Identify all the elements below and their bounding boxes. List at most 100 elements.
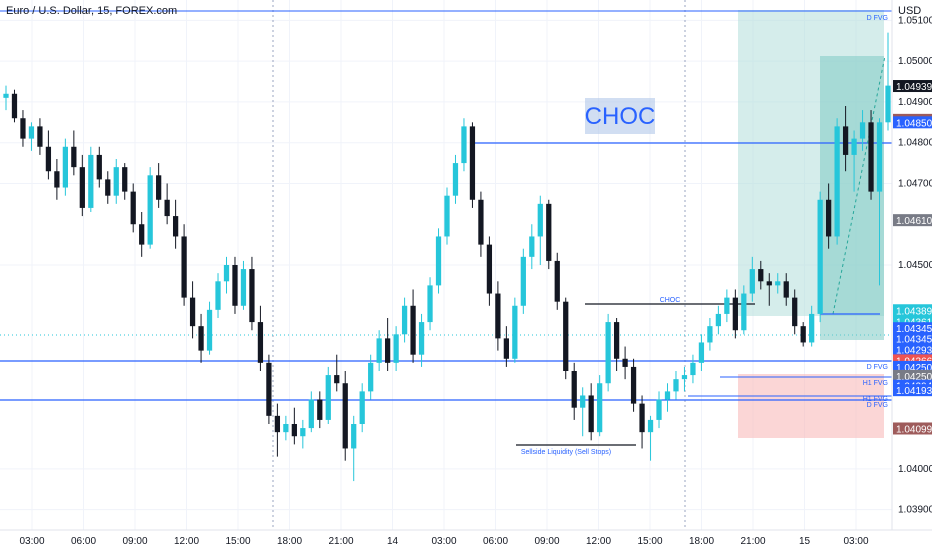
sellside-liquidity-label: Sellside Liquidity (Sell Stops)	[521, 449, 611, 456]
time-tick-label: 06:00	[71, 536, 96, 547]
candle-bull	[427, 285, 433, 323]
price-tag-label: 1.04293	[896, 345, 932, 356]
price-tag	[893, 214, 932, 227]
choc-small-label: CHOC	[660, 297, 681, 304]
candle-bull	[859, 122, 866, 139]
position-zones	[738, 10, 884, 438]
candle-bear	[105, 179, 111, 196]
candle-bull	[240, 269, 247, 306]
candle-bull	[681, 375, 688, 380]
target-diagonal	[832, 55, 886, 315]
candle-bull	[401, 305, 408, 335]
candle-bear	[622, 358, 628, 367]
candle-bear	[503, 338, 509, 359]
time-axis[interactable]: 03:00 06:00 09:00 12:00 15:00 18:00 21:00 14 03:…	[0, 529, 932, 547]
candle-bull	[62, 146, 68, 188]
price-tick-label: 1.03900	[898, 505, 932, 516]
candle-bear	[639, 403, 645, 433]
candle-bear	[130, 191, 136, 225]
price-tag	[893, 304, 932, 317]
candle-bear	[546, 203, 552, 261]
choc-big-label: CHOC	[585, 103, 656, 130]
candle-bear	[37, 126, 43, 147]
d-fvg-label: D FVG	[867, 364, 888, 371]
candle-bull	[834, 126, 840, 237]
candle-bear	[79, 167, 85, 208]
candle-bull	[300, 428, 306, 437]
candle-bear	[139, 224, 145, 245]
price-tag-label: 1.04250	[896, 372, 932, 383]
time-tick-label: 12:00	[174, 536, 199, 547]
candle-bull	[707, 326, 713, 343]
candle-bear	[266, 362, 272, 416]
candle-bull	[698, 342, 705, 363]
candle-bull	[393, 334, 399, 363]
price-tag-label: 1.04099	[896, 424, 932, 435]
candle-bear	[198, 326, 204, 351]
candle-bear	[181, 236, 187, 298]
price-tag-label: 1.04250	[896, 363, 932, 374]
candle-bear	[257, 322, 264, 363]
candle-bear	[410, 305, 416, 355]
price-tag	[893, 369, 932, 382]
candle-bull	[715, 313, 722, 327]
candle-bear	[71, 146, 77, 168]
time-tick-label: 03:00	[431, 536, 456, 547]
stop-loss-zone	[738, 374, 884, 438]
candle-bull	[215, 281, 221, 310]
candle-bear	[613, 322, 620, 359]
candle-bear	[469, 126, 476, 200]
candle-bear	[571, 371, 577, 408]
price-tag-label: 1.04345	[896, 324, 932, 335]
candle-bull	[512, 305, 518, 359]
candle-bull	[325, 375, 331, 420]
candle-bull	[223, 265, 230, 282]
price-tag	[893, 116, 932, 129]
candle-bull	[444, 195, 450, 237]
candle-bear	[334, 375, 340, 384]
candles-layer	[3, 32, 891, 482]
symbol-title: Euro / U.S. Dollar, 15, FOREX.com	[6, 5, 177, 17]
candle-bear	[800, 326, 806, 343]
price-tag	[893, 322, 932, 335]
price-tick-label: 1.04700	[898, 178, 932, 189]
candle-bull	[580, 395, 586, 408]
time-tick-label: 09:00	[534, 536, 559, 547]
candle-bear	[766, 281, 772, 286]
choc-label-box	[585, 98, 655, 134]
annotations-layer: CHOC CHOC Sellside Liquidity (Sell Stops) D…	[521, 15, 888, 456]
price-axis[interactable]: 1.05100 1.05000 1.04900 1.04800 1.04700 1.045…	[891, 0, 932, 550]
time-tick-label: 15:00	[637, 536, 662, 547]
candle-bear	[758, 269, 764, 282]
candle-bull	[376, 338, 382, 363]
candle-bull	[520, 256, 526, 306]
candle-bear	[291, 424, 297, 437]
time-tick-label: 06:00	[483, 536, 508, 547]
time-tick-label: 15	[799, 536, 811, 547]
candle-bear	[792, 297, 798, 327]
candle-bear	[630, 366, 637, 404]
candle-bear	[232, 265, 238, 306]
ifvg-label: H1 FVG	[863, 396, 888, 403]
candle-bull	[885, 85, 891, 123]
price-tick-label: 1.04900	[898, 97, 932, 108]
candle-bull	[368, 362, 374, 392]
candle-bull	[851, 138, 857, 155]
candle-bull	[283, 424, 289, 433]
candle-bear	[172, 216, 179, 237]
time-tick-label: 15:00	[225, 536, 250, 547]
candle-bull	[605, 322, 611, 384]
price-tag-label: 1.04610	[896, 216, 932, 227]
candle-bull	[647, 419, 654, 433]
candle-bear	[45, 146, 52, 172]
price-tag-label: 1.04850	[896, 118, 932, 129]
candle-bear	[588, 395, 594, 433]
candle-bear	[11, 93, 18, 119]
candle-bull	[435, 236, 442, 286]
d-fvg-label: D FVG	[867, 15, 888, 22]
time-tick-label: 18:00	[689, 536, 714, 547]
target-zone	[820, 56, 884, 340]
candle-bull	[664, 391, 671, 400]
